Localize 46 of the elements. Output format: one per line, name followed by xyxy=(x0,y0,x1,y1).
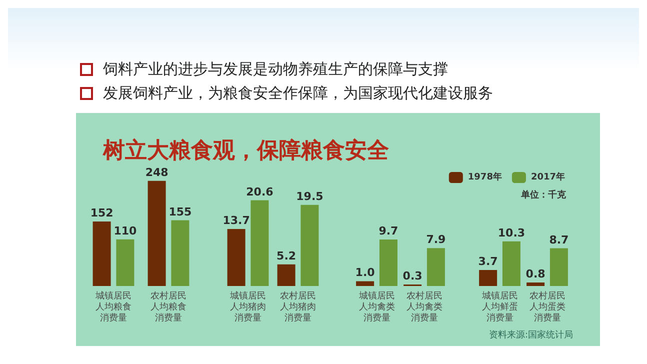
text: 资料来源:国家统计局 xyxy=(488,330,574,340)
data-label: 5.2 xyxy=(276,249,296,262)
bar xyxy=(171,220,190,286)
legend-label: 1978年 xyxy=(468,172,502,182)
data-label: 248 xyxy=(145,166,168,179)
bar xyxy=(300,204,319,286)
data-label: 7.9 xyxy=(426,233,446,246)
data-label: 0.8 xyxy=(526,268,546,281)
x-tick-label: 城镇居民人均鲜蛋消费量 xyxy=(480,290,518,324)
bar xyxy=(277,264,296,286)
bar xyxy=(479,270,498,286)
data-label: 20.6 xyxy=(246,185,274,198)
bar xyxy=(502,241,520,286)
bar xyxy=(550,248,568,286)
data-label: 3.7 xyxy=(478,254,498,268)
data-label: 9.7 xyxy=(378,224,398,238)
data-label: 152 xyxy=(90,206,114,220)
x-tick-label: 农村居民人均蛋类消费量 xyxy=(529,290,566,324)
x-tick-label: 农村居民人均猪肉消费量 xyxy=(280,290,316,324)
bar xyxy=(526,282,545,286)
x-tick-label: 城镇居民人均粮食消费量 xyxy=(94,290,132,324)
bar xyxy=(148,180,166,286)
data-label: 13.7 xyxy=(222,214,250,228)
data-label: 0.3 xyxy=(402,270,422,283)
bar xyxy=(426,248,445,286)
data-label: 1.0 xyxy=(355,266,376,280)
bar xyxy=(92,222,111,286)
x-tick-label: 农村居民人均禽类消费量 xyxy=(406,290,442,324)
data-label: 110 xyxy=(114,224,138,238)
text: 饲料产业的进步与发展是动物养殖生产的保障与支撑 xyxy=(103,60,448,79)
legend-label: 2017年 xyxy=(530,172,566,182)
data-label: 10.3 xyxy=(498,226,526,240)
data-label: 19.5 xyxy=(296,190,324,203)
bar xyxy=(250,200,269,286)
x-tick-label: 城镇居民人均禽类消费量 xyxy=(358,290,395,324)
bar xyxy=(356,281,374,286)
data-label: 155 xyxy=(168,205,192,218)
text: 树立大粮食观，保障粮食安全 xyxy=(102,138,390,164)
bar xyxy=(116,239,134,286)
bar xyxy=(379,239,398,286)
chart-subtitle: 单位：千克 xyxy=(520,190,567,200)
data-label: 8.7 xyxy=(549,233,569,246)
text: 发展饲料产业，为粮食安全作保障，为国家现代化建设服务 xyxy=(103,84,493,103)
x-tick-label: 农村居民人均粮食消费量 xyxy=(150,290,186,324)
bar xyxy=(227,229,246,286)
x-tick-label: 城镇居民人均猪肉消费量 xyxy=(229,290,266,324)
